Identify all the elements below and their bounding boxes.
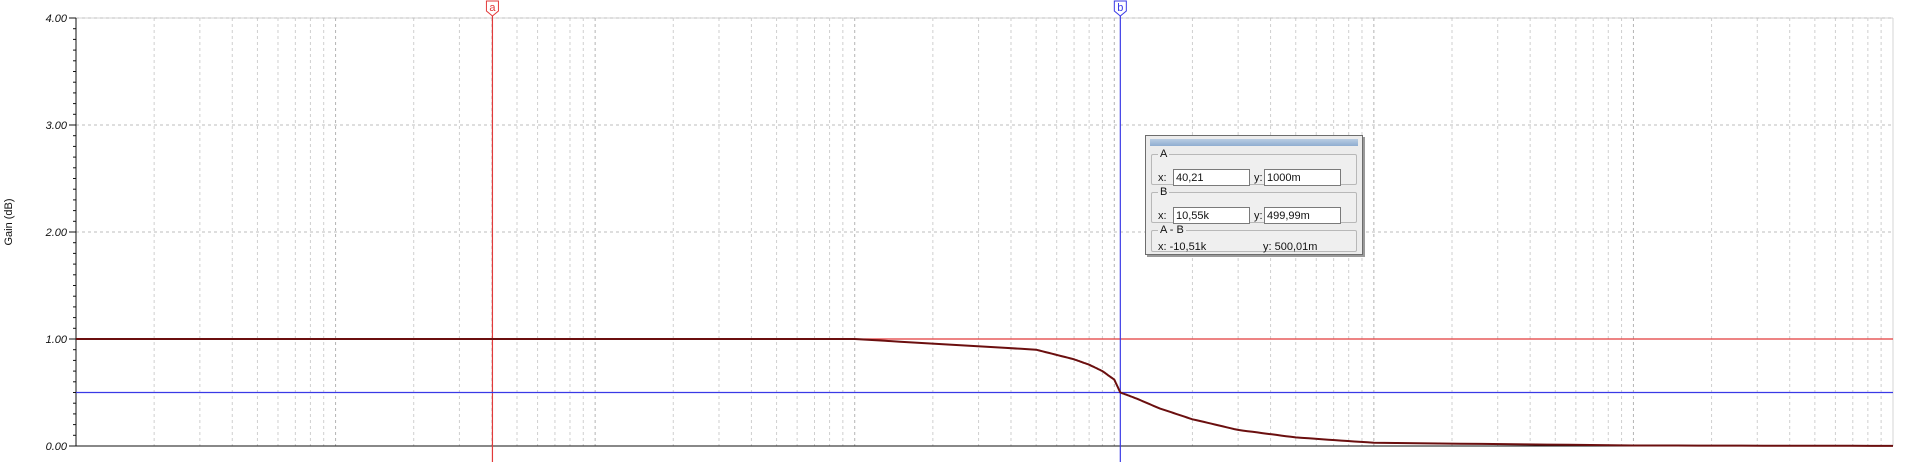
cursor-b-x-label: x: [1158, 210, 1167, 222]
cursor-a-tag-label: a [489, 2, 496, 14]
grid [76, 17, 1894, 447]
cursor-b-x-field[interactable]: 10,55k [1173, 207, 1250, 224]
cursor-diff-x: x: -10,51k [1158, 241, 1207, 253]
cursor-a-y-label: y: [1254, 172, 1263, 184]
cursor-a-title: A [1160, 148, 1168, 160]
cursor-b-tag-shape [1113, 0, 1127, 17]
cursor-b-tag-label: b [1117, 2, 1123, 14]
cursor-a-y-field[interactable]: 1000m [1264, 169, 1341, 186]
cursor-a-tag: a [485, 0, 499, 17]
cursor-readout-panel[interactable]: A x: 40,21 y: 1000m B x: 10,55k y: 499,9… [1145, 135, 1363, 255]
y-tick-label: 3.00 [46, 120, 68, 132]
readout-title-bar[interactable] [1150, 139, 1358, 146]
y-tick-label: 1.00 [46, 334, 68, 346]
cursor-diff-title: A - B [1160, 224, 1184, 236]
cursor-b-group: B x: 10,55k y: 499,99m [1151, 186, 1357, 224]
cursor-a-x-label: x: [1158, 172, 1167, 184]
cursor-diff-group: A - B x: -10,51k y: 500,01m [1151, 224, 1357, 253]
y-tick-label: 4.00 [46, 13, 68, 25]
cursor-b-y-label: y: [1254, 210, 1263, 222]
cursor-b-tag: b [1113, 0, 1127, 17]
cursor-b-title: B [1160, 186, 1168, 198]
cursor-diff-y: y: 500,01m [1263, 241, 1318, 253]
y-axis: 0.00 1.00 2.00 3.00 4.00 [45, 13, 1893, 453]
y-axis-label: Gain (dB) [3, 198, 15, 245]
cursor-a-x-field[interactable]: 40,21 [1173, 169, 1250, 186]
y-tick-label: 0.00 [46, 441, 68, 453]
cursor-a-group: A x: 40,21 y: 1000m [1151, 148, 1357, 186]
cursor-a-tag-shape [485, 0, 499, 17]
cursor-b-y-field[interactable]: 499,99m [1264, 207, 1341, 224]
cursor-lines [76, 8, 1893, 462]
series-layer [76, 338, 1893, 447]
series-line [76, 338, 1893, 447]
y-tick-label: 2.00 [45, 227, 68, 239]
